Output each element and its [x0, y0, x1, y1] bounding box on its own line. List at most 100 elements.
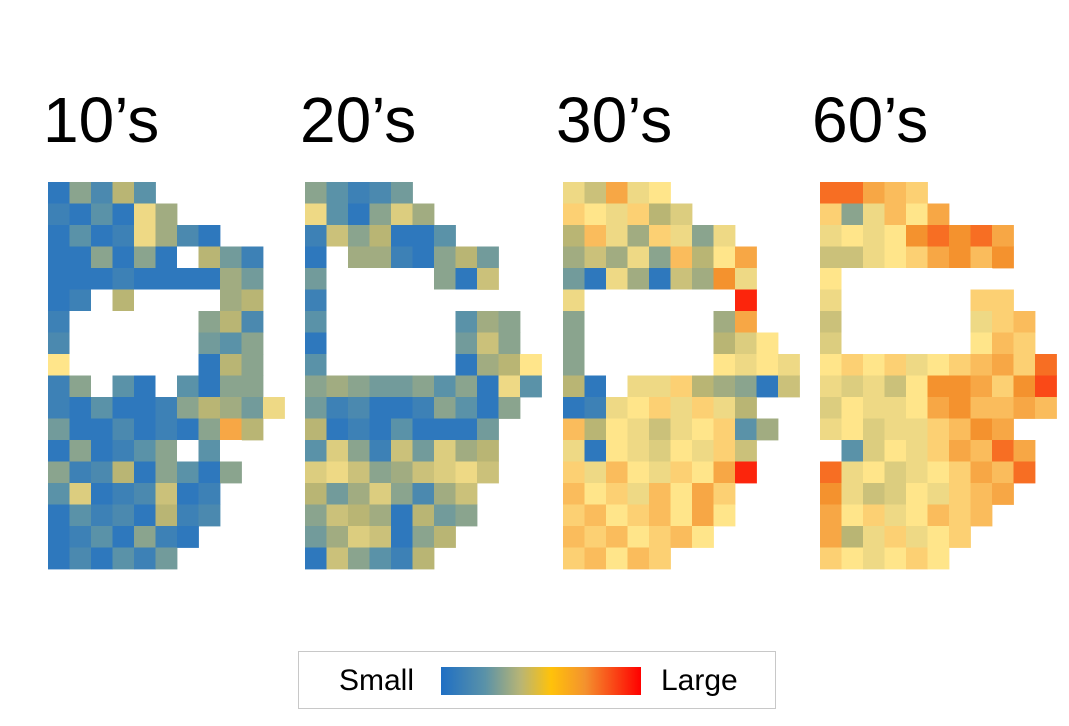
heatmap-cell [563, 547, 585, 570]
heatmap-cell [670, 289, 693, 312]
heatmap-cell [992, 311, 1014, 333]
heatmap-cell [220, 354, 242, 376]
heatmap-cell [820, 268, 842, 290]
heatmap-cell [412, 354, 435, 376]
heatmap-cell [670, 483, 693, 505]
heatmap-cell [305, 547, 327, 570]
heatmap-cell [692, 375, 714, 398]
heatmap-cell [841, 332, 864, 355]
heatmap-cell [627, 311, 650, 333]
heatmap-cell [48, 504, 70, 527]
heatmap-cell [584, 225, 607, 247]
heatmap-cell [112, 375, 135, 398]
heatmap-cell [391, 268, 413, 290]
heatmap-cell [412, 418, 435, 441]
heatmap-cell [69, 268, 92, 290]
heatmap-cell [434, 268, 456, 290]
heatmap-cell [305, 526, 327, 548]
heatmap-cell [155, 483, 178, 505]
heatmap-cell [584, 182, 607, 204]
heatmap-cell [326, 418, 349, 441]
heatmap-cell [713, 311, 736, 333]
heatmap-cell [606, 461, 628, 484]
heatmap-cell [69, 440, 92, 462]
heatmap-cell [305, 440, 327, 462]
heatmap-cell [627, 440, 650, 462]
heatmap-cell [48, 547, 70, 570]
heatmap-cell [220, 418, 242, 441]
heatmap-cell [69, 504, 92, 527]
heatmap-cell [649, 418, 671, 441]
heatmap-cell [134, 440, 156, 462]
heatmap-cell [778, 354, 800, 376]
heatmap-cell [692, 397, 714, 419]
heatmap-cell [112, 332, 135, 355]
heatmap-cell [91, 289, 113, 312]
heatmap-cell [606, 483, 628, 505]
heatmap-cell [134, 289, 156, 312]
heatmap-cell [455, 461, 478, 484]
heatmap-cell [177, 526, 199, 548]
heatmap-cell [69, 354, 92, 376]
heatmap-cell [563, 354, 585, 376]
heatmap-cell [627, 268, 650, 290]
heatmap-cell [992, 461, 1014, 484]
heatmap-cell [735, 461, 757, 484]
heatmap-cell [927, 504, 950, 527]
heatmap-cell [112, 289, 135, 312]
legend-high-label: Large [661, 664, 738, 697]
heatmap-cell [48, 461, 70, 484]
heatmap-cell [220, 268, 242, 290]
heatmap-cell [220, 332, 242, 355]
heatmap-cell [477, 246, 499, 269]
heatmap-cell [348, 354, 370, 376]
heatmap-cell [155, 461, 178, 484]
heatmap-cell [1035, 375, 1057, 398]
heatmap-cell [177, 483, 199, 505]
heatmap-cell [477, 440, 499, 462]
heatmap-cell [670, 332, 693, 355]
heatmap-cell [949, 268, 971, 290]
heatmap-cell [498, 375, 521, 398]
heatmap-cell [198, 440, 221, 462]
heatmap-cell [369, 440, 392, 462]
heatmap-cell [305, 203, 327, 226]
heatmap-cell [348, 246, 370, 269]
heatmap-cell [48, 440, 70, 462]
heatmap-cell [134, 203, 156, 226]
heatmap-cell [198, 332, 221, 355]
heatmap-cell [778, 375, 800, 398]
heatmap-cell [649, 504, 671, 527]
heatmap-cell [735, 311, 757, 333]
heatmap-cell [992, 418, 1014, 441]
heatmap-cell [498, 332, 521, 355]
heatmap-cell [606, 203, 628, 226]
heatmap-cell [155, 332, 178, 355]
heatmap-cell [970, 332, 993, 355]
heatmap-cell [627, 332, 650, 355]
heatmap-cell [584, 311, 607, 333]
heatmap-cell [455, 354, 478, 376]
heatmap-cell [841, 289, 864, 312]
heatmap-cell [863, 246, 885, 269]
heatmap-cell [455, 311, 478, 333]
heatmap-cell [692, 354, 714, 376]
heatmap-cell [649, 182, 671, 204]
heatmap-cell [627, 461, 650, 484]
heatmap-cell [412, 440, 435, 462]
heatmap-cell [434, 397, 456, 419]
heatmap-cell [91, 375, 113, 398]
heatmap-cell [305, 268, 327, 290]
heatmap-cell [155, 440, 178, 462]
heatmap-cell [48, 332, 70, 355]
heatmap-cell [412, 397, 435, 419]
heatmap-cell [305, 354, 327, 376]
heatmap-cell [391, 225, 413, 247]
heatmap-cell [112, 268, 135, 290]
heatmap-cell [391, 483, 413, 505]
heatmap-cell [326, 289, 349, 312]
heatmap-cell [477, 461, 499, 484]
heatmap-cell [606, 289, 628, 312]
heatmap-cell [134, 483, 156, 505]
